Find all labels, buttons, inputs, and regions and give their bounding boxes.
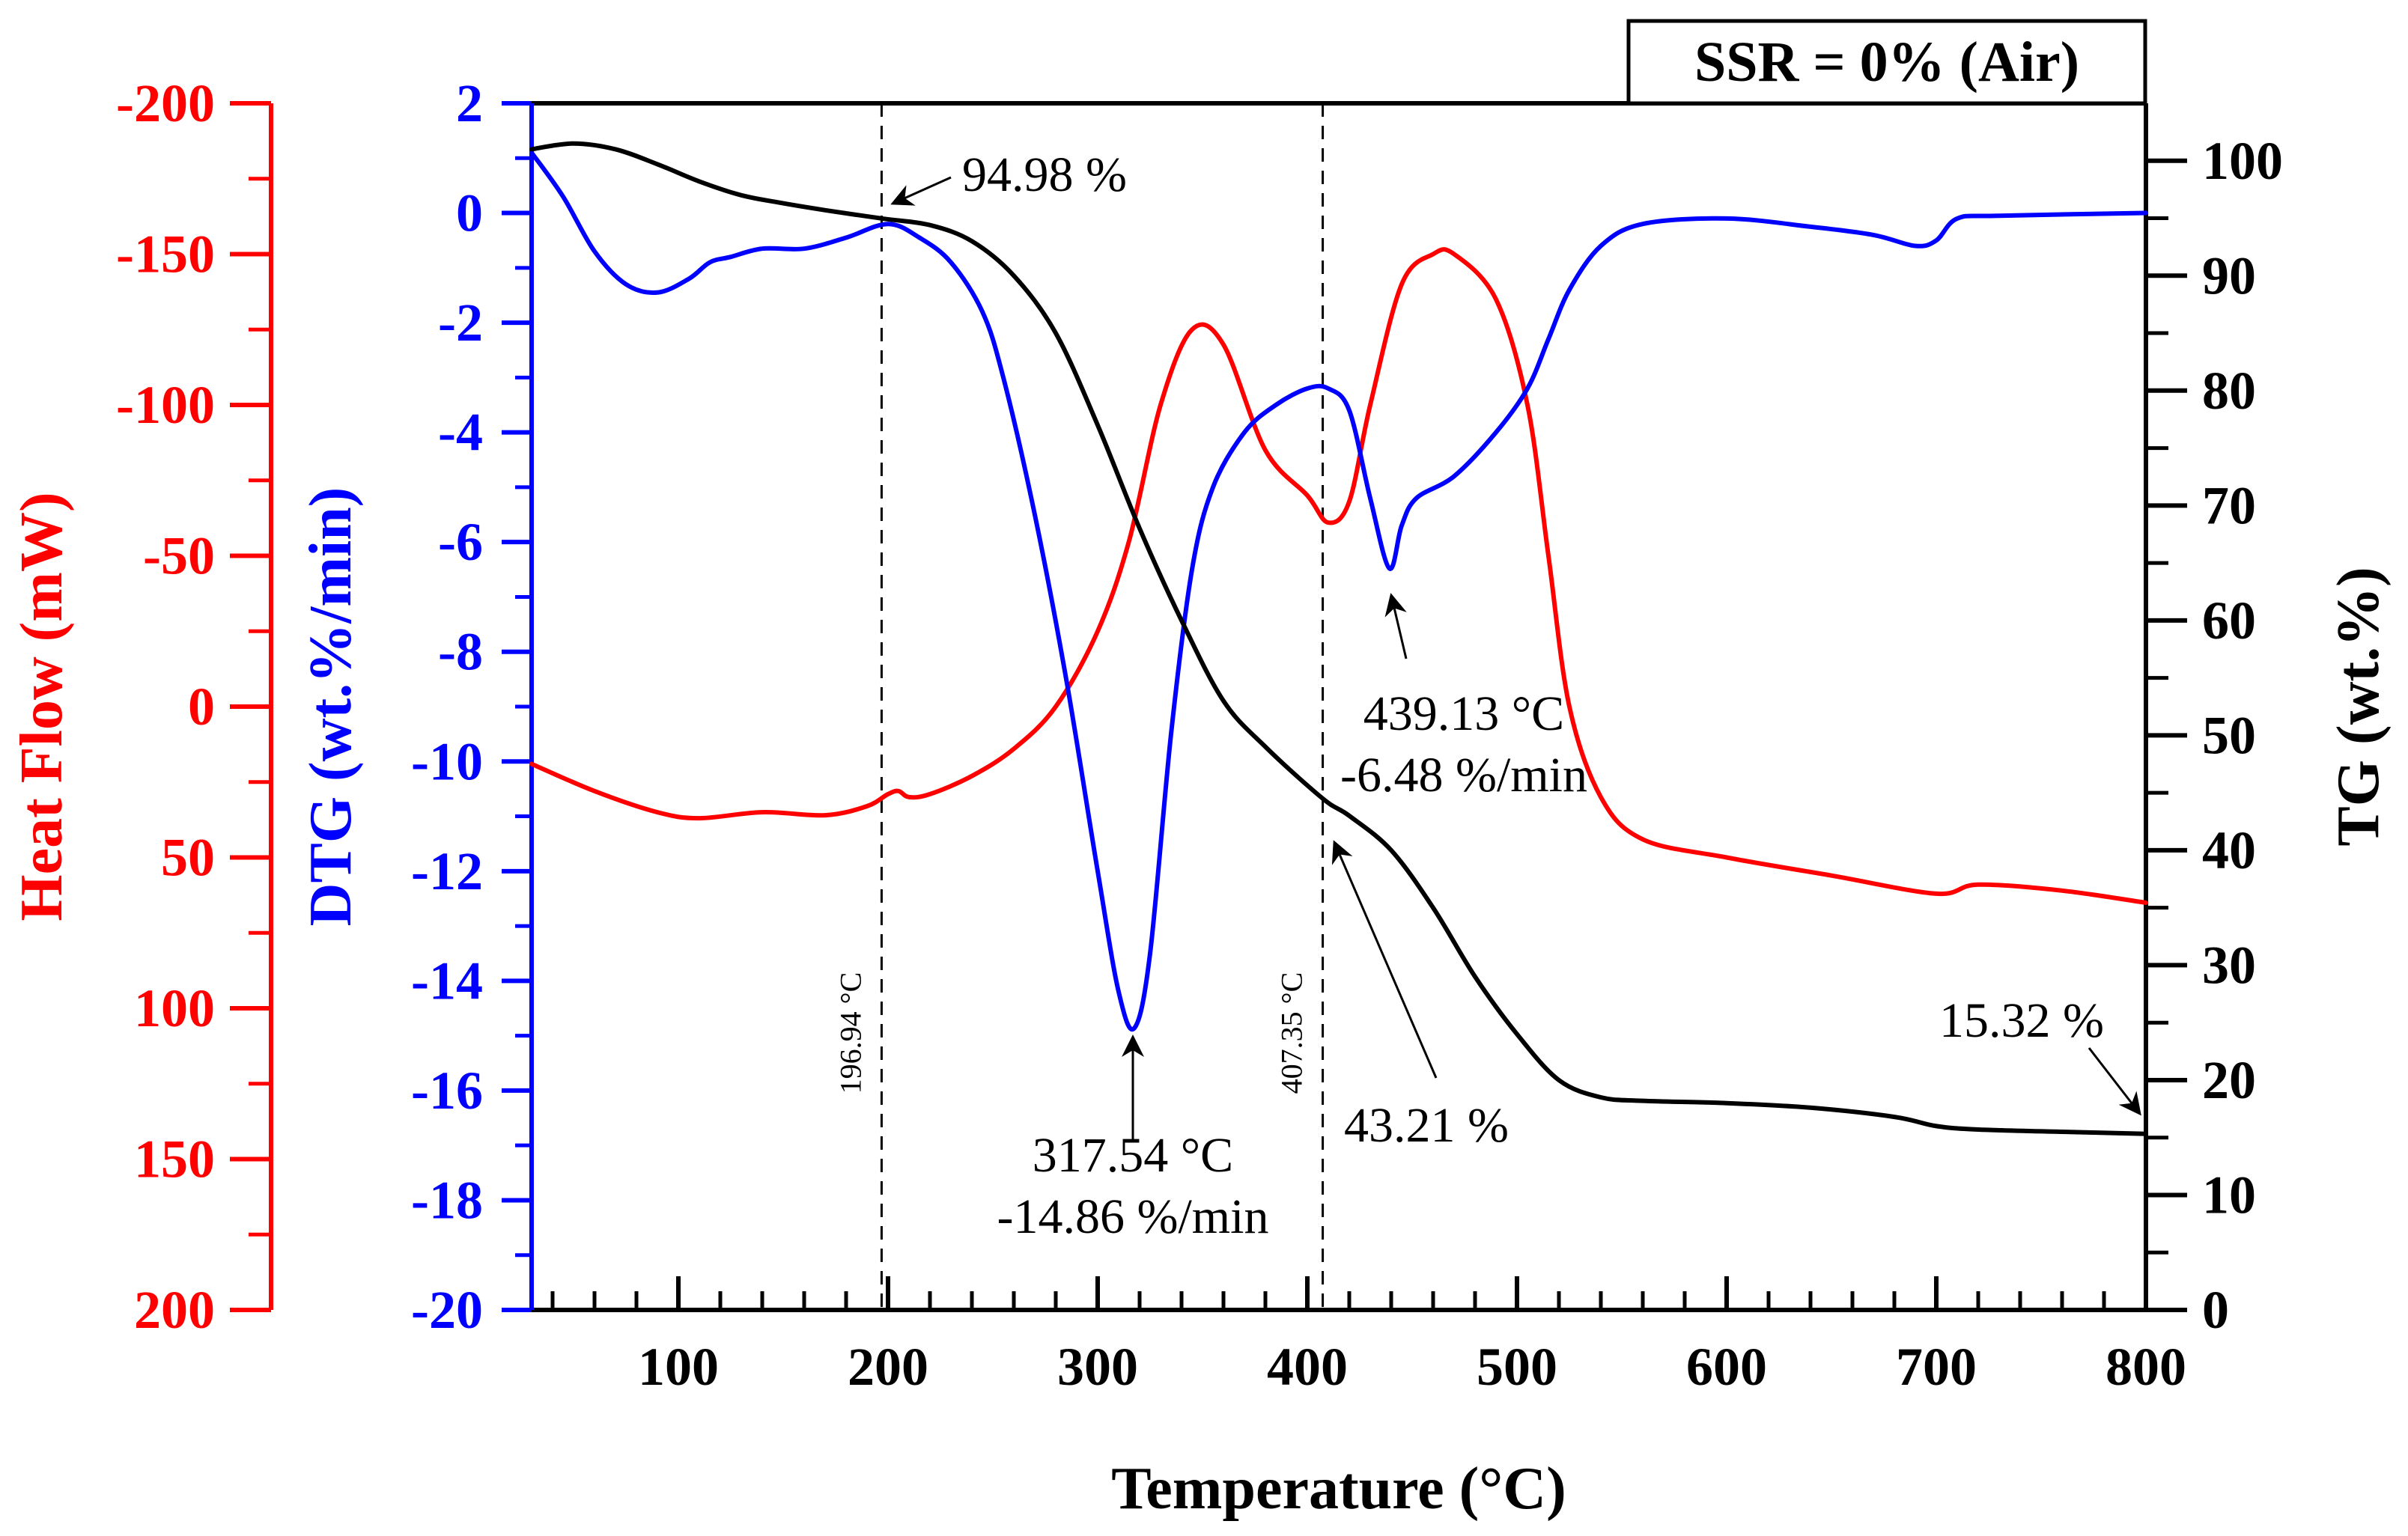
tg-tick-label: 50 xyxy=(2202,705,2256,765)
tg-tick-label: 90 xyxy=(2202,246,2256,305)
annotation-text: -14.86 %/min xyxy=(997,1189,1269,1244)
dtg-tick-label: -8 xyxy=(438,622,483,682)
heat-flow-tick-label: -100 xyxy=(116,375,215,435)
temperature-tick-label: 300 xyxy=(1057,1337,1138,1397)
chart-title-box: SSR = 0% (Air) xyxy=(1626,19,2147,106)
heat-flow-tick-label: 200 xyxy=(134,1280,215,1340)
annotation-text: 439.13 °C xyxy=(1363,686,1564,741)
temperature-tick-label: 600 xyxy=(1686,1337,1767,1397)
tg-tick-label: 0 xyxy=(2202,1280,2229,1340)
annotation-text: 317.54 °C xyxy=(1033,1128,1233,1183)
temperature-tick-label: 100 xyxy=(638,1337,719,1397)
heat-flow-tick-label: -200 xyxy=(116,73,215,133)
tg-tick-label: 80 xyxy=(2202,361,2256,421)
tg-tick-label: 10 xyxy=(2202,1165,2256,1225)
annotation-text: 94.98 % xyxy=(962,147,1127,202)
tg-tick-label: 40 xyxy=(2202,820,2256,880)
tg-series-line xyxy=(529,141,2148,1136)
temperature-tick-label: 700 xyxy=(1896,1337,1977,1397)
temperature-axis-label: Temperature (°C) xyxy=(1111,1456,1566,1522)
temperature-tick-label: 500 xyxy=(1477,1337,1557,1397)
heat-flow-series-line xyxy=(529,247,2148,905)
tg-tick-label: 100 xyxy=(2202,131,2283,191)
dtg-series-line xyxy=(529,150,2148,1032)
temperature-axis: 100 200 300 400 500 600 700 800 xyxy=(550,1276,2186,1397)
annotations: 94.98 % 317.54 °C -14.86 %/min 439.13 °C… xyxy=(890,147,2141,1244)
dtg-tick-label: -2 xyxy=(438,293,483,353)
tg-tick-label: 60 xyxy=(2202,591,2256,650)
heat-flow-axis: -200 -150 -100 -50 0 50 100 150 200 xyxy=(116,73,273,1340)
annotation-text: -6.48 %/min xyxy=(1340,748,1587,802)
data-series xyxy=(529,141,2148,1136)
heat-flow-axis-label: Heat Flow (mW) xyxy=(9,492,75,921)
heat-flow-tick-label: -150 xyxy=(116,225,215,284)
dtg-tick-label: -16 xyxy=(411,1061,483,1121)
temperature-tick-label: 400 xyxy=(1267,1337,1348,1397)
annotation-text: 43.21 % xyxy=(1344,1098,1509,1153)
annotation-tg-94-98: 94.98 % xyxy=(890,147,1127,206)
dtg-tick-label: 2 xyxy=(456,73,483,133)
temperature-tick-label: 800 xyxy=(2106,1337,2186,1397)
tg-tick-label: 20 xyxy=(2202,1050,2256,1110)
vertical-line-label: 196.94 °C xyxy=(833,972,867,1094)
dtg-tick-label: -10 xyxy=(411,731,483,791)
annotation-tg-43-21: 43.21 % xyxy=(1331,840,1509,1153)
vertical-reference-lines: 196.94 °C 407.35 °C xyxy=(833,103,1325,1310)
heat-flow-tick-label: 150 xyxy=(134,1130,215,1189)
tg-tick-label: 30 xyxy=(2202,935,2256,995)
annotation-text: 15.32 % xyxy=(1939,993,2104,1048)
dtg-tick-label: -18 xyxy=(411,1170,483,1230)
dtg-axis-label: DTG (wt.%/min) xyxy=(298,487,364,927)
annotation-dtg-peak-2: 439.13 °C -6.48 %/min xyxy=(1340,593,1587,802)
annotation-tg-15-32: 15.32 % xyxy=(1939,993,2141,1116)
heat-flow-tick-label: 100 xyxy=(134,978,215,1038)
chart-title: SSR = 0% (Air) xyxy=(1694,31,2079,94)
heat-flow-tick-label: 0 xyxy=(188,677,215,737)
dtg-tick-label: -12 xyxy=(411,841,483,901)
tg-tick-label: 70 xyxy=(2202,475,2256,535)
temperature-tick-label: 200 xyxy=(848,1337,928,1397)
dtg-tick-label: -4 xyxy=(438,403,483,463)
dtg-tick-label: -20 xyxy=(411,1280,483,1340)
dtg-tick-label: 0 xyxy=(456,183,483,243)
annotation-dtg-peak-1: 317.54 °C -14.86 %/min xyxy=(997,1034,1269,1244)
dtg-tick-label: -14 xyxy=(411,951,483,1011)
tg-axis-label: TG (wt.%) xyxy=(2326,567,2392,846)
heat-flow-tick-label: 50 xyxy=(161,828,215,888)
heat-flow-tick-label: -50 xyxy=(143,526,215,586)
dtg-tick-label: -6 xyxy=(438,512,483,572)
vertical-line-label: 407.35 °C xyxy=(1275,972,1309,1094)
dtg-axis: 2 0 -2 -4 -6 -8 -10 -12 -14 -16 -18 -20 xyxy=(411,73,534,1340)
tg-axis: 0 10 20 30 40 50 60 70 80 90 100 xyxy=(2144,103,2283,1340)
